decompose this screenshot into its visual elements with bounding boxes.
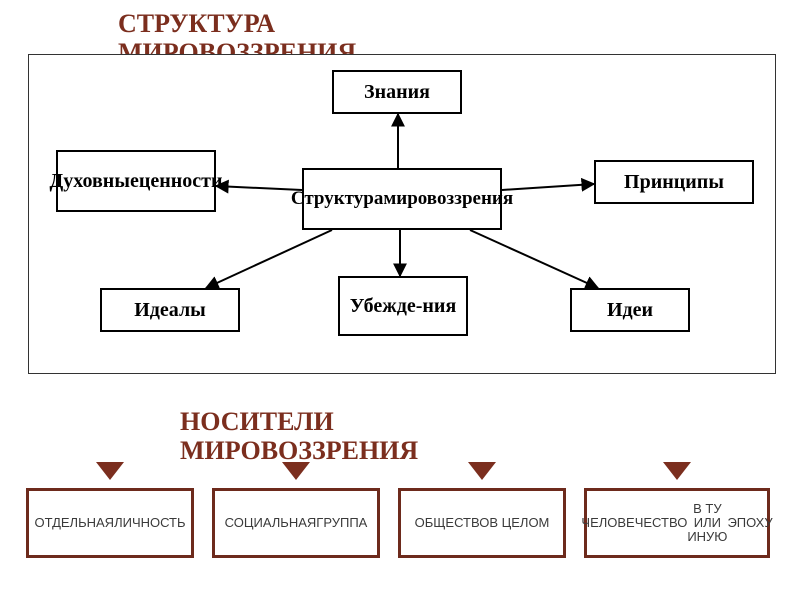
node-bright: Идеи [570,288,690,332]
node-center: Структурамировоззрения [302,168,502,230]
chevron-b2 [282,462,310,480]
heading-carriers-l2: МИРОВОЗЗРЕНИЯ [180,436,418,465]
heading-carriers-l1: НОСИТЕЛИ [180,407,334,436]
node-bmid: Убежде-ния [338,276,468,336]
heading-structure-l1: СТРУКТУРА [118,9,275,38]
node-bleft: Идеалы [100,288,240,332]
chevron-b1 [96,462,124,480]
chevron-b4 [663,462,691,480]
node-top: Знания [332,70,462,114]
heading-carriers: НОСИТЕЛИ МИРОВОЗЗРЕНИЯ [180,408,418,465]
carrier-b3: ОБЩЕСТВОВ ЦЕЛОМ [398,488,566,558]
node-right: Принципы [594,160,754,204]
carrier-b2: СОЦИАЛЬНАЯГРУППА [212,488,380,558]
carrier-b4: ЧЕЛОВЕЧЕСТВОВ ТУ ИЛИ ИНУЮЭПОХУ [584,488,770,558]
node-left: Духовныеценности [56,150,216,212]
carrier-b1: ОТДЕЛЬНАЯЛИЧНОСТЬ [26,488,194,558]
chevron-b3 [468,462,496,480]
